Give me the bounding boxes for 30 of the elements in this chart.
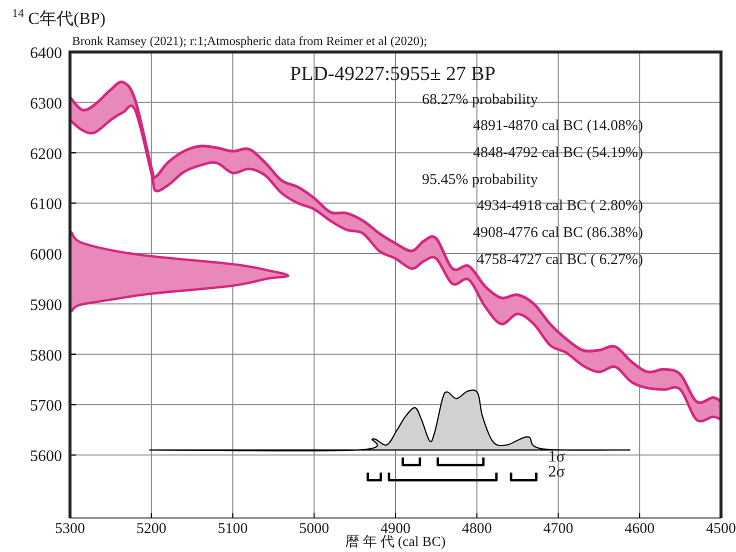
y-tick-label: 6400 <box>30 45 62 62</box>
annotation: PLD-49227:5955± 27 BP <box>290 63 496 85</box>
x-tick-label: 5100 <box>218 521 248 537</box>
annotation: 4908-4776 cal BC (86.38%) <box>473 225 643 241</box>
y-tick-label: 6300 <box>30 95 62 112</box>
series-label: 2σ <box>548 464 566 481</box>
y-tick-label: 6100 <box>30 196 62 214</box>
y-axis-title: $^{14}$C年代(BP) <box>12 6 106 28</box>
y-tick-label: 5600 <box>30 448 62 466</box>
y-tick-label: 6000 <box>30 246 62 264</box>
annotation: 95.45% probability <box>422 172 538 188</box>
x-tick-label: 4600 <box>624 521 655 537</box>
x-tick-label: 5200 <box>136 521 166 537</box>
x-axis-title: 暦 年 代 (cal BC) <box>345 534 446 550</box>
y-tick-label: 5800 <box>30 347 62 364</box>
annotation: 4891-4870 cal BC (14.08%) <box>473 118 643 134</box>
y-tick-label: 5900 <box>30 296 62 314</box>
annotation: 68.27% probability <box>422 92 538 108</box>
y-tick-label: 5700 <box>30 398 62 415</box>
x-tick-label: 4800 <box>462 521 492 537</box>
y-tick-label: 6200 <box>30 146 62 163</box>
x-tick-label: 5300 <box>55 521 85 537</box>
text: 1σ <box>548 448 566 466</box>
annotation: 4848-4792 cal BC (54.19%) <box>473 145 643 161</box>
x-tick-label: 4500 <box>706 521 736 537</box>
x-tick-label: 4700 <box>543 521 574 537</box>
annotation: 4758-4727 cal BC ( 6.27%) <box>476 252 643 268</box>
chart-subtitle: Bronk Ramsey (2021); r:1;Atmospheric data from Reimer et al (2020); <box>72 34 428 48</box>
x-tick-label: 5000 <box>299 521 330 537</box>
annotation: 4934-4918 cal BC ( 2.80%) <box>476 198 643 214</box>
